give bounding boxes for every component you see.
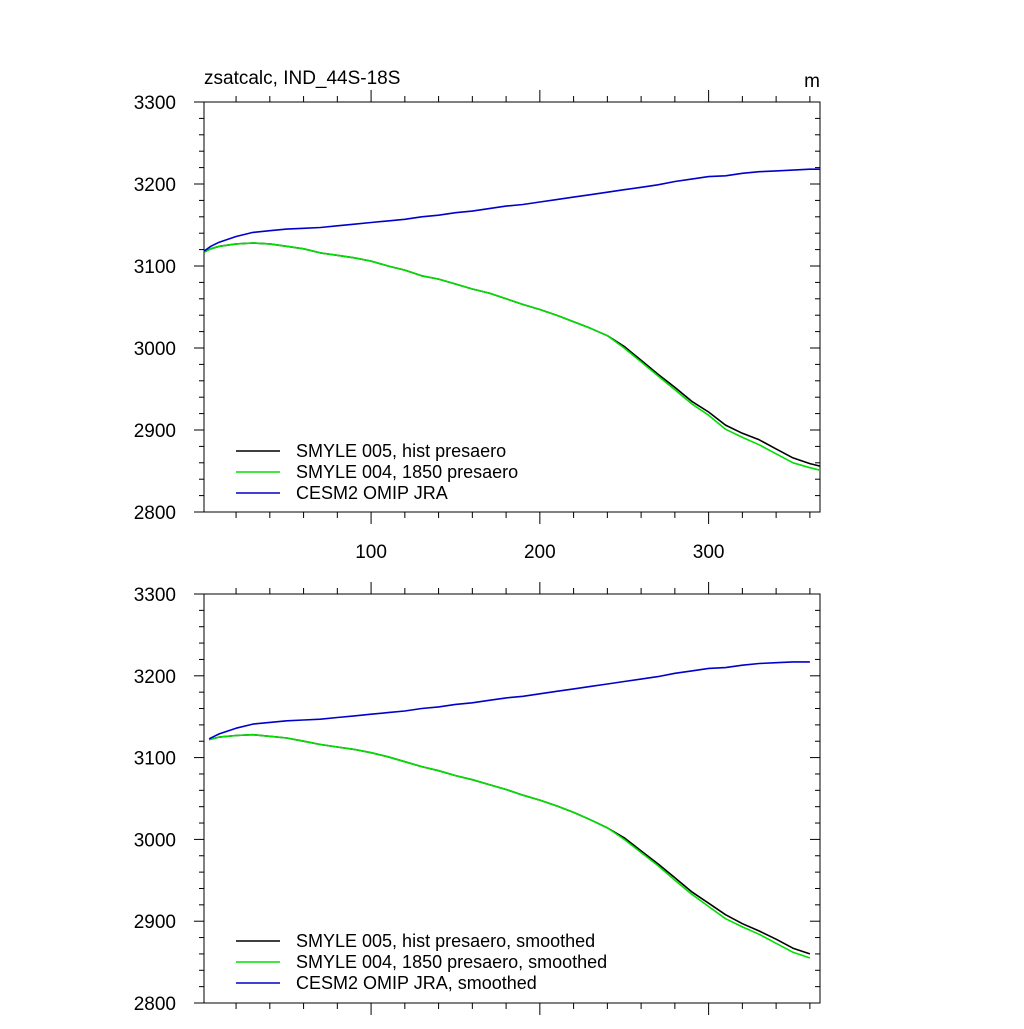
y-tick-label: 3000 [134, 830, 176, 851]
series-line [203, 242, 821, 467]
series-line [203, 242, 821, 471]
series-line [203, 168, 820, 252]
y-tick-label: 3200 [134, 667, 176, 688]
plot-frame [203, 593, 821, 1004]
x-tick-label: 300 [693, 542, 725, 563]
y-tick-label: 3100 [134, 257, 176, 278]
y-tick-label: 2900 [134, 421, 176, 442]
panel-top: 2800 2900 3000 3100 3200 3300 100 200 300 SMYLE 0… [134, 90, 821, 563]
legend-label: SMYLE 004, 1850 presaero, smoothed [296, 952, 607, 972]
figure-title: zsatcalc, IND_44S-18S [204, 68, 400, 89]
legend-label: SMYLE 005, hist presaero, smoothed [296, 931, 595, 951]
y-tick-label: 3300 [134, 93, 176, 114]
series-line [208, 733, 811, 955]
y-tick-label: 2800 [134, 503, 176, 524]
legend-label: CESM2 OMIP JRA, smoothed [296, 973, 537, 993]
plot-frame [203, 101, 821, 513]
y-tick-label: 3000 [134, 339, 176, 360]
legend-label: CESM2 OMIP JRA [296, 483, 448, 503]
y-tick-label: 2900 [134, 912, 176, 933]
series-line [208, 661, 810, 740]
units-label: m [804, 71, 820, 92]
x-tick-label: 200 [524, 542, 556, 563]
y-tick-label: 3200 [134, 175, 176, 196]
y-tick-label: 3100 [134, 749, 176, 770]
legend-label: SMYLE 004, 1850 presaero [296, 462, 518, 482]
y-tick-label: 3300 [134, 585, 176, 606]
legend-label: SMYLE 005, hist presaero [296, 441, 506, 461]
panel-bottom: 2800 2900 3000 3100 3200 3300 SMYLE 005, hist … [134, 582, 821, 1015]
y-tick-label: 2800 [134, 994, 176, 1015]
x-tick-label: 100 [355, 542, 387, 563]
series-line [208, 733, 811, 959]
